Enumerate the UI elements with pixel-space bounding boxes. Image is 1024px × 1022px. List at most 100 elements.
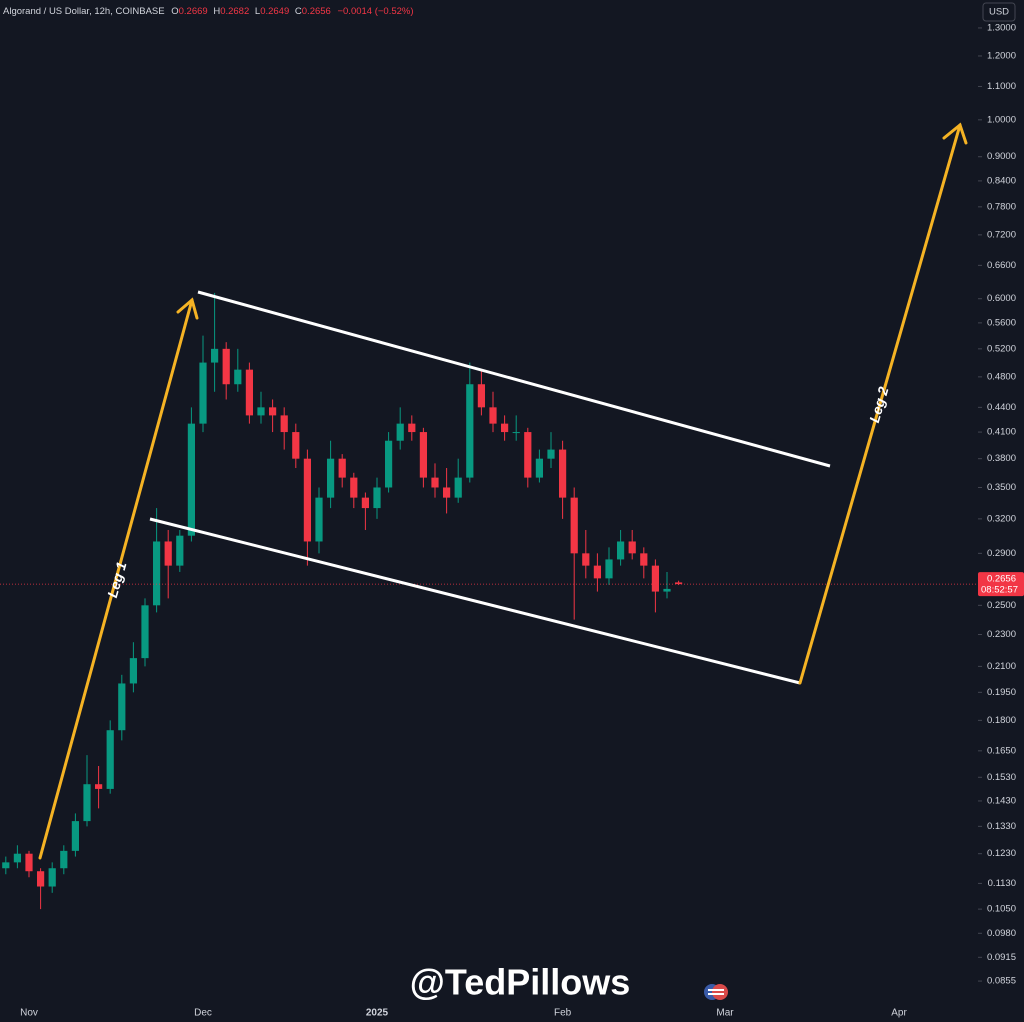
candle-body	[83, 784, 91, 822]
candle-body	[361, 497, 369, 509]
y-tick-label: 0.6000	[987, 293, 1016, 304]
candle-body	[408, 423, 416, 433]
o-label: O	[171, 6, 178, 17]
flag-icon	[704, 984, 728, 1000]
candle-body	[2, 862, 10, 869]
candle-body	[25, 853, 33, 872]
candle-body	[466, 384, 474, 478]
candle-body	[350, 477, 358, 498]
y-tick-label: 0.0855	[987, 976, 1016, 987]
y-tick-label: 1.2000	[987, 50, 1016, 61]
candle-body	[141, 605, 149, 659]
candle-body	[559, 449, 567, 498]
candle-body	[617, 541, 625, 560]
candle-body	[60, 850, 68, 869]
candle-body	[48, 868, 56, 887]
y-tick-label: 0.9000	[987, 151, 1016, 162]
candle-body	[13, 853, 21, 863]
y-tick-label: 1.0000	[987, 114, 1016, 125]
price-axis: 1.3000 1.2000 1.1000 1.0000 0.9000 0.8400 0.78…	[978, 22, 1024, 987]
candle-body	[245, 369, 253, 416]
candle-body	[593, 565, 601, 579]
x-tick-label: 2025	[366, 1008, 389, 1019]
y-tick-label: 0.1330	[987, 821, 1016, 832]
open: 0.2669	[179, 6, 208, 17]
candle-body	[187, 423, 195, 536]
candle-body	[199, 362, 207, 424]
candle-body	[303, 458, 311, 542]
candle-body	[327, 458, 335, 498]
l-label: L	[255, 6, 260, 17]
y-tick-label: 0.1950	[987, 687, 1016, 698]
x-tick-label: Nov	[20, 1008, 38, 1019]
candle-body	[257, 407, 265, 416]
leg-2-arrow	[798, 122, 968, 685]
x-tick-label: Apr	[891, 1008, 907, 1019]
symbol: Algorand / US Dollar, 12h, COINBASE	[3, 6, 165, 17]
price-label-box	[978, 572, 1024, 597]
y-tick-label: 0.1050	[987, 904, 1016, 915]
y-tick-label: 0.6600	[987, 260, 1016, 271]
candle-body	[651, 565, 659, 592]
candle-body	[95, 784, 103, 789]
x-tick-label: Dec	[194, 1008, 212, 1019]
header: Algorand / US Dollar, 12h, COINBASE O0.2…	[3, 6, 414, 17]
y-tick-label: 0.3500	[987, 482, 1016, 493]
plot-area	[0, 292, 978, 910]
c-label: C	[295, 6, 302, 17]
y-tick-label: 0.1430	[987, 795, 1016, 806]
candle-body	[443, 487, 451, 498]
candle-body	[37, 871, 45, 887]
y-tick-label: 0.4800	[987, 371, 1016, 382]
candle-body	[663, 588, 671, 592]
candle-body	[222, 348, 230, 385]
candle-body	[512, 432, 520, 434]
candle-body	[628, 541, 636, 554]
countdown: 08:52:57	[981, 585, 1018, 596]
y-tick-label: 0.0915	[987, 952, 1016, 963]
candle-body	[373, 487, 381, 509]
y-tick-label: 0.8400	[987, 175, 1016, 186]
currency-box[interactable]	[982, 2, 1016, 22]
candle-body	[153, 541, 161, 606]
candle-body	[234, 369, 242, 385]
candle-body	[419, 432, 427, 478]
candle-body	[535, 458, 543, 478]
candle-body	[477, 384, 485, 408]
y-tick-label: 0.3200	[987, 513, 1016, 524]
low: 0.2649	[260, 6, 289, 17]
h-label: H	[213, 6, 220, 17]
time-axis: Nov Dec 2025 Feb Mar Apr	[20, 1008, 907, 1019]
candle-body	[292, 432, 300, 459]
candle-body	[605, 559, 613, 579]
change: −0.0014 (−0.52%)	[337, 6, 413, 17]
candle-body	[489, 407, 497, 424]
candle-body	[454, 477, 462, 498]
close: 0.2656	[302, 6, 331, 17]
y-tick-label: 0.2300	[987, 629, 1016, 640]
y-tick-label: 0.0980	[987, 928, 1016, 939]
candle-body	[176, 535, 184, 566]
x-tick-label: Mar	[716, 1008, 734, 1019]
y-tick-label: 0.4100	[987, 427, 1016, 438]
y-tick-label: 0.5600	[987, 317, 1016, 328]
candle-body	[280, 415, 288, 433]
y-tick-label: 1.1000	[987, 81, 1016, 92]
watermark: @TedPillows	[410, 962, 630, 1003]
candle-body	[338, 458, 346, 478]
candle-body	[675, 582, 683, 585]
high: 0.2682	[220, 6, 249, 17]
y-tick-label: 0.7200	[987, 229, 1016, 240]
y-tick-label: 0.1230	[987, 848, 1016, 859]
candle-body	[582, 553, 590, 566]
channel-upper	[197, 290, 831, 468]
candle-body	[547, 449, 555, 459]
y-tick-label: 0.3800	[987, 453, 1016, 464]
y-tick-label: 0.7800	[987, 201, 1016, 212]
y-tick-label: 0.2900	[987, 548, 1016, 559]
candle-body	[385, 440, 393, 488]
candle-body	[269, 407, 277, 416]
y-tick-label: 0.2500	[987, 600, 1016, 611]
